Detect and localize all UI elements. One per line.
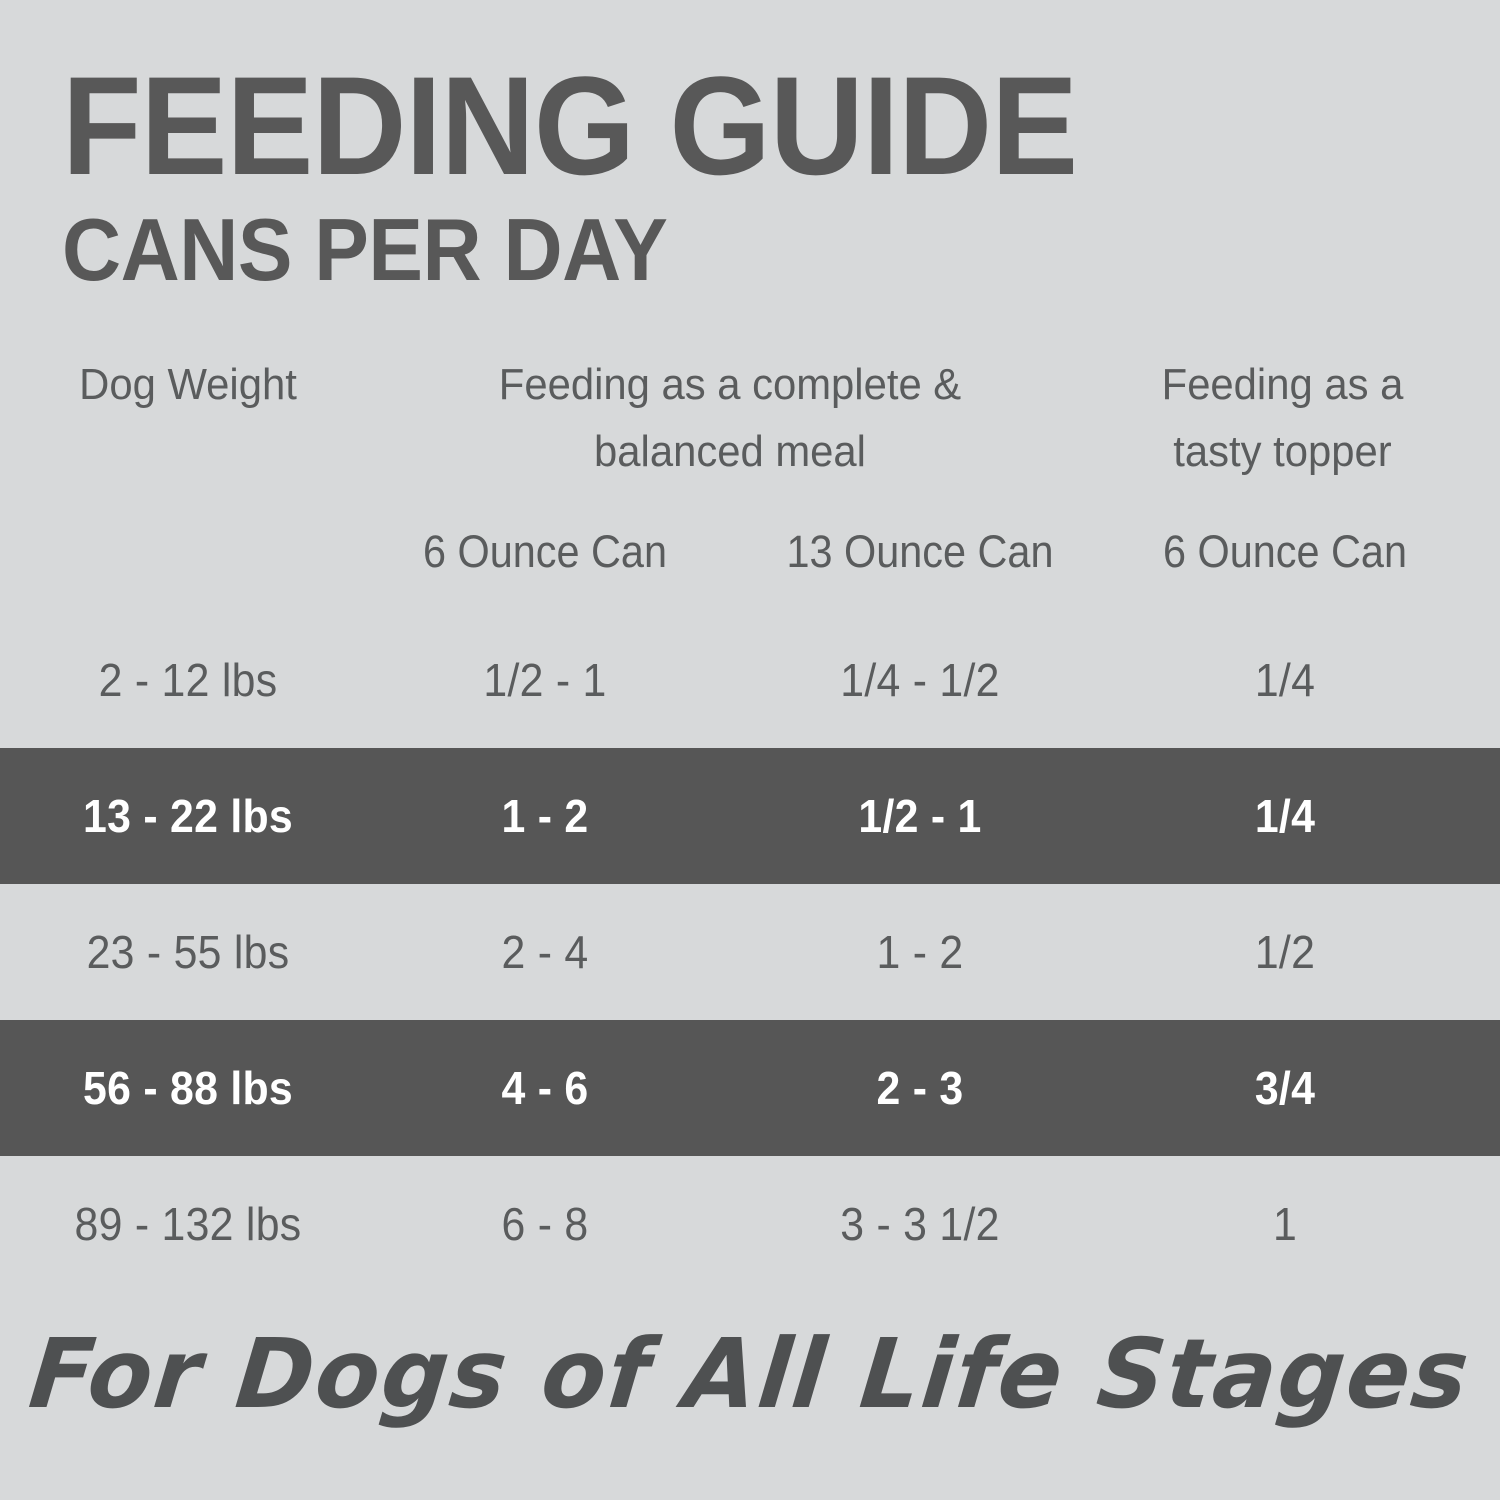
- cell-dog-weight: 56 - 88 lbs: [83, 1062, 293, 1114]
- table-body: 2 - 12 lbs 1/2 - 1 1/4 - 1/2 1/4 13 - 22…: [0, 612, 1500, 1292]
- page-subtitle: CANS PER DAY: [62, 199, 668, 299]
- group-header-complete-meal: Feeding as a complete & balanced meal: [498, 360, 962, 476]
- table-group-header-row: Dog Weight Feeding as a complete & balan…: [0, 352, 1500, 842]
- group-header-dog-weight: Dog Weight: [79, 360, 297, 409]
- cell-dog-weight: 23 - 55 lbs: [86, 926, 290, 978]
- cell-meal-6oz: 2 - 4: [501, 926, 589, 978]
- table-row: 2 - 12 lbs 1/2 - 1 1/4 - 1/2 1/4: [0, 612, 1500, 748]
- sub-header-topper-6oz: 6 Ounce Can: [1163, 526, 1407, 577]
- cell-dog-weight: 2 - 12 lbs: [98, 654, 278, 706]
- cell-meal-13oz: 1 - 2: [876, 926, 964, 978]
- cell-dog-weight: 89 - 132 lbs: [74, 1198, 302, 1250]
- table-row: 89 - 132 lbs 6 - 8 3 - 3 1/2 1: [0, 1156, 1500, 1292]
- sub-header-meal-6oz: 6 Ounce Can: [423, 526, 667, 577]
- sub-header-meal-13oz: 13 Ounce Can: [786, 526, 1054, 577]
- cell-meal-13oz: 2 - 3: [876, 1062, 964, 1114]
- title-block: FEEDING GUIDE CANS PER DAY: [62, 47, 1442, 299]
- cell-topper-6oz: 1: [1272, 1198, 1298, 1250]
- tagline: For Dogs of All Life Stages: [24, 1318, 1476, 1430]
- table-row: 23 - 55 lbs 2 - 4 1 - 2 1/2: [0, 884, 1500, 1020]
- cell-topper-6oz: 1/2: [1254, 926, 1316, 978]
- table-sub-header-row: 6 Ounce Can 13 Ounce Can 6 Ounce Can: [0, 524, 1500, 594]
- table-row: 56 - 88 lbs 4 - 6 2 - 3 3/4: [0, 1020, 1500, 1156]
- table-row: 13 - 22 lbs 1 - 2 1/2 - 1 1/4: [0, 748, 1500, 884]
- cell-meal-6oz: 1/2 - 1: [483, 654, 607, 706]
- cell-meal-6oz: 1 - 2: [501, 790, 589, 842]
- cell-meal-6oz: 6 - 8: [501, 1198, 589, 1250]
- cell-meal-6oz: 4 - 6: [501, 1062, 589, 1114]
- cell-dog-weight: 13 - 22 lbs: [83, 790, 293, 842]
- cell-topper-6oz: 1/4: [1254, 654, 1316, 706]
- page-title: FEEDING GUIDE: [62, 47, 1078, 204]
- cell-meal-13oz: 1/2 - 1: [858, 790, 982, 842]
- cell-meal-13oz: 1/4 - 1/2: [840, 654, 1000, 706]
- cell-meal-13oz: 3 - 3 1/2: [840, 1198, 1000, 1250]
- cell-topper-6oz: 3/4: [1254, 1062, 1316, 1114]
- cell-topper-6oz: 1/4: [1254, 790, 1316, 842]
- group-header-tasty-topper: Feeding as a tasty topper: [1161, 360, 1404, 476]
